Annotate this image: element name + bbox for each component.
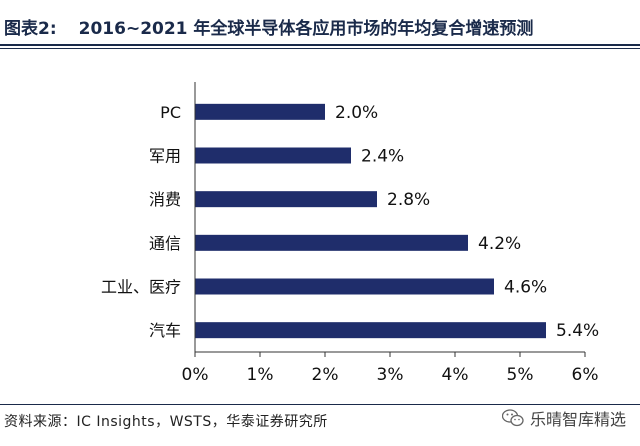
watermark-text: 乐晴智库精选 — [529, 410, 626, 429]
chart-title: 图表2: 2016~2021 年全球半导体各应用市场的年均复合增速预测 — [4, 14, 636, 39]
data-label: 2.8% — [387, 190, 430, 210]
x-tick-label: 4% — [442, 365, 469, 385]
bar — [195, 103, 325, 120]
category-label: 汽车 — [149, 321, 181, 340]
x-tick-label: 6% — [572, 365, 599, 385]
category-label: PC — [160, 103, 181, 122]
x-tick-label: 3% — [377, 365, 404, 385]
data-label: 5.4% — [556, 321, 599, 341]
figure-title: 2016~2021 年全球半导体各应用市场的年均复合增速预测 — [78, 19, 534, 39]
x-tick-label: 5% — [507, 365, 534, 385]
data-label: 2.4% — [361, 147, 404, 167]
category-label: 消费 — [149, 190, 181, 209]
x-tick-label: 0% — [182, 365, 209, 385]
wechat-icon — [501, 409, 524, 427]
category-label: 工业、医疗 — [101, 278, 181, 297]
source-note: 资料来源：IC Insights，WSTS，华泰证券研究所 — [4, 414, 328, 430]
watermark: 乐晴智库精选 — [501, 406, 626, 430]
bar — [195, 234, 468, 251]
data-label: 4.6% — [504, 278, 547, 298]
bar — [195, 322, 546, 339]
bar — [195, 147, 351, 164]
title-rule — [0, 44, 640, 46]
title-rule-thin — [0, 48, 640, 49]
data-label: 4.2% — [478, 234, 521, 254]
figure-label: 图表2: — [4, 19, 57, 39]
x-tick-label: 2% — [312, 365, 339, 385]
source-rule — [0, 404, 640, 405]
category-label: 通信 — [149, 234, 181, 253]
bar — [195, 278, 494, 295]
data-label: 2.0% — [335, 103, 378, 123]
category-label: 军用 — [149, 147, 181, 166]
x-tick-label: 1% — [247, 365, 274, 385]
bar-chart: PC 2.0% 军用 2.4% 消费 2.8% 通信 4.2% 工业、医疗 4.6% 汽车 5.4% 0… — [101, 82, 599, 385]
bar — [195, 191, 377, 208]
